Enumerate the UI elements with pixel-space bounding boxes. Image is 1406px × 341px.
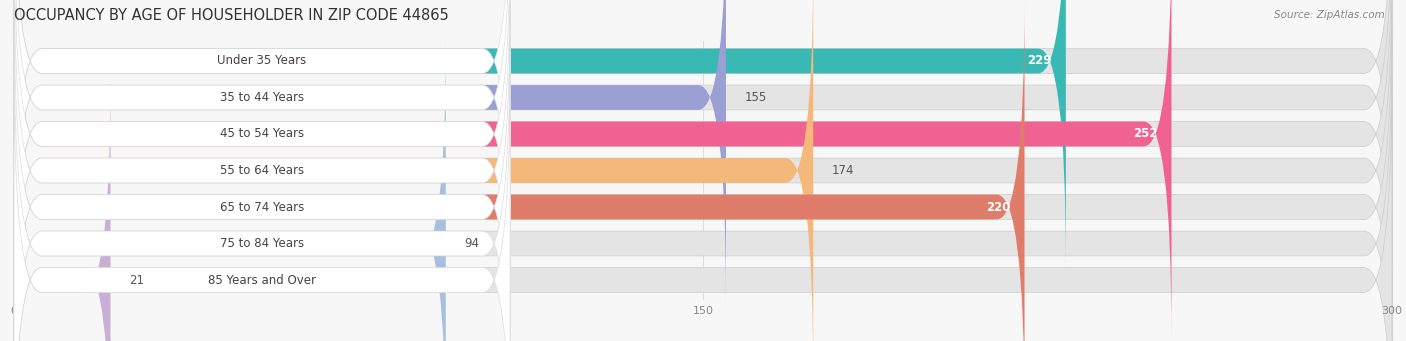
- FancyBboxPatch shape: [14, 0, 1392, 341]
- Text: 85 Years and Over: 85 Years and Over: [208, 273, 316, 286]
- FancyBboxPatch shape: [14, 0, 1025, 341]
- Text: 55 to 64 Years: 55 to 64 Years: [219, 164, 304, 177]
- FancyBboxPatch shape: [14, 0, 510, 341]
- Text: 45 to 54 Years: 45 to 54 Years: [219, 128, 304, 140]
- FancyBboxPatch shape: [14, 0, 510, 341]
- FancyBboxPatch shape: [14, 73, 510, 341]
- Text: 220: 220: [987, 201, 1011, 213]
- FancyBboxPatch shape: [14, 0, 1392, 304]
- Text: 252: 252: [1133, 128, 1157, 140]
- FancyBboxPatch shape: [14, 0, 1171, 341]
- FancyBboxPatch shape: [14, 0, 1392, 268]
- Text: 75 to 84 Years: 75 to 84 Years: [219, 237, 304, 250]
- Text: 155: 155: [744, 91, 766, 104]
- FancyBboxPatch shape: [14, 0, 510, 268]
- FancyBboxPatch shape: [14, 37, 446, 341]
- FancyBboxPatch shape: [14, 0, 813, 341]
- Text: 21: 21: [129, 273, 143, 286]
- FancyBboxPatch shape: [14, 73, 111, 341]
- FancyBboxPatch shape: [14, 0, 510, 341]
- FancyBboxPatch shape: [14, 0, 510, 304]
- Text: 229: 229: [1028, 55, 1052, 68]
- FancyBboxPatch shape: [14, 0, 1066, 268]
- Text: 65 to 74 Years: 65 to 74 Years: [219, 201, 304, 213]
- Text: 174: 174: [831, 164, 853, 177]
- Text: 35 to 44 Years: 35 to 44 Years: [219, 91, 304, 104]
- FancyBboxPatch shape: [14, 37, 510, 341]
- FancyBboxPatch shape: [14, 0, 725, 304]
- Text: Under 35 Years: Under 35 Years: [218, 55, 307, 68]
- FancyBboxPatch shape: [14, 0, 1392, 341]
- FancyBboxPatch shape: [14, 37, 1392, 341]
- Text: Source: ZipAtlas.com: Source: ZipAtlas.com: [1274, 10, 1385, 20]
- FancyBboxPatch shape: [14, 73, 1392, 341]
- Text: 94: 94: [464, 237, 479, 250]
- FancyBboxPatch shape: [14, 0, 1392, 341]
- Text: OCCUPANCY BY AGE OF HOUSEHOLDER IN ZIP CODE 44865: OCCUPANCY BY AGE OF HOUSEHOLDER IN ZIP C…: [14, 8, 449, 23]
